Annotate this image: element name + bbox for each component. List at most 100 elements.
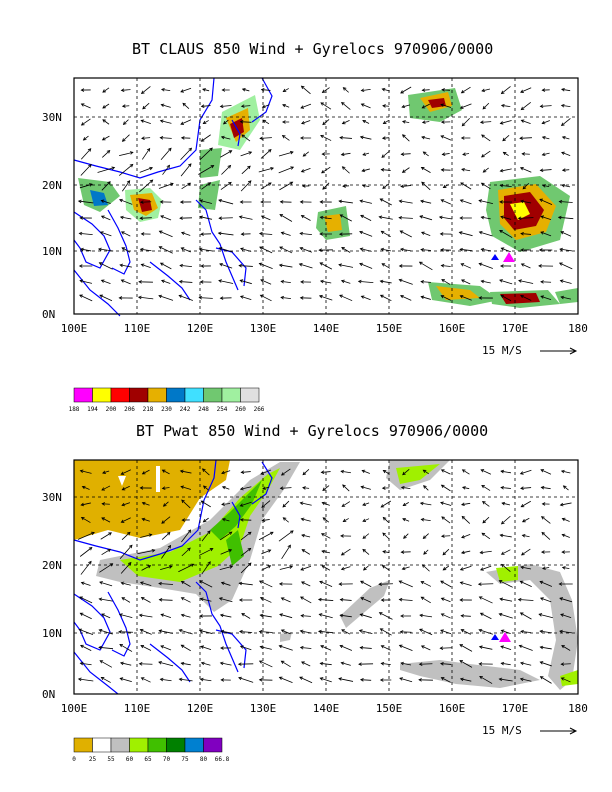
colorbar-swatch bbox=[92, 737, 112, 753]
wind-vector bbox=[139, 628, 152, 635]
wind-vector bbox=[240, 180, 252, 192]
wind-vector bbox=[460, 86, 471, 94]
colorbar-label: 230 bbox=[161, 406, 172, 413]
wind-vector bbox=[518, 644, 533, 651]
wind-vector bbox=[200, 232, 212, 236]
wind-vector bbox=[381, 486, 390, 490]
wind-vector bbox=[259, 645, 272, 650]
wind-vector bbox=[421, 564, 430, 572]
wind-vector bbox=[539, 198, 553, 206]
wind-vector bbox=[219, 262, 233, 269]
wind-vector bbox=[178, 677, 193, 682]
colorbar-label: 242 bbox=[180, 406, 191, 413]
wind-vector bbox=[420, 581, 432, 587]
wind-vector bbox=[439, 646, 452, 650]
wind-vector bbox=[101, 149, 111, 158]
wind-vector bbox=[520, 548, 531, 556]
wind-vector bbox=[240, 232, 251, 236]
wind-vector bbox=[502, 151, 509, 156]
wind-vector bbox=[239, 486, 252, 491]
wind-vector bbox=[79, 216, 92, 220]
lat-label: 0N bbox=[42, 688, 55, 701]
wind-vector bbox=[220, 581, 231, 586]
wind-vector bbox=[279, 200, 292, 204]
wind-vector bbox=[139, 166, 154, 173]
wind-vector bbox=[181, 499, 191, 509]
wind-vector bbox=[100, 199, 111, 204]
wind-vector bbox=[440, 120, 451, 124]
wind-vector bbox=[559, 629, 573, 634]
wind-vector bbox=[379, 294, 392, 302]
wind-vector bbox=[398, 278, 413, 285]
wind-vector bbox=[519, 469, 532, 475]
wind-vector bbox=[202, 485, 209, 491]
wind-vector bbox=[282, 500, 290, 508]
wind-vector bbox=[200, 645, 212, 651]
wind-vector bbox=[561, 151, 571, 156]
wind-vector bbox=[121, 597, 131, 603]
wind-vector bbox=[459, 581, 472, 587]
lon-label: 130E bbox=[250, 702, 277, 715]
panel1-title: BT CLAUS 850 Wind + Gyrelocs 970906/0000 bbox=[132, 40, 494, 58]
wind-vector bbox=[482, 102, 490, 110]
wind-vector bbox=[499, 120, 512, 125]
wind-vector bbox=[98, 262, 113, 270]
wind-vector bbox=[300, 517, 311, 522]
wind-vector bbox=[338, 582, 353, 586]
lat-label: 30N bbox=[42, 491, 62, 504]
wind-vector bbox=[499, 279, 513, 285]
wind-vector bbox=[499, 229, 513, 238]
wind-vector bbox=[202, 120, 209, 124]
wind-vector bbox=[137, 548, 156, 555]
wind-vector bbox=[220, 678, 231, 682]
wind-vector bbox=[299, 231, 312, 236]
wind-vector bbox=[500, 645, 512, 651]
wind-vector bbox=[400, 614, 412, 618]
colorbar-label: 75 bbox=[181, 756, 189, 763]
wind-vector bbox=[357, 279, 374, 284]
wind-vector bbox=[479, 565, 492, 571]
wind-vector bbox=[80, 148, 92, 160]
wind-vector bbox=[421, 181, 431, 191]
wind-vector bbox=[440, 597, 451, 603]
lon-label: 110E bbox=[124, 322, 151, 335]
wind-vector bbox=[381, 565, 390, 571]
wind-vector bbox=[359, 262, 373, 269]
wind-vector bbox=[79, 183, 93, 189]
wind-vector bbox=[278, 644, 293, 651]
wind-vector bbox=[181, 547, 191, 557]
wind-vector bbox=[180, 163, 192, 177]
lat-label: 20N bbox=[42, 179, 62, 192]
wind-vector bbox=[279, 246, 293, 254]
wind-vector bbox=[100, 215, 111, 221]
wind-vector bbox=[341, 120, 350, 125]
wind-vector bbox=[159, 136, 172, 140]
wind-vector bbox=[182, 102, 190, 109]
wind-vector bbox=[82, 135, 89, 141]
wind-vector bbox=[500, 86, 511, 95]
wind-vector bbox=[341, 629, 351, 635]
wind-vector bbox=[421, 103, 430, 109]
wind-vector bbox=[423, 485, 429, 491]
wind-vector bbox=[201, 530, 211, 542]
wind-vector bbox=[440, 580, 452, 588]
wind-vector bbox=[398, 580, 413, 588]
wind-vector bbox=[162, 164, 170, 175]
wind-vector bbox=[538, 613, 553, 619]
wind-vector bbox=[479, 612, 492, 620]
wind-vector bbox=[259, 246, 273, 254]
wind-vector bbox=[120, 469, 131, 475]
wind-vector bbox=[362, 119, 370, 124]
lon-label: 100E bbox=[61, 322, 88, 335]
wind-vector bbox=[200, 134, 211, 142]
wind-vector bbox=[440, 661, 452, 666]
wind-vector bbox=[559, 279, 572, 284]
wind-vector bbox=[200, 500, 211, 508]
wind-vector bbox=[180, 644, 191, 652]
wind-vector bbox=[538, 248, 553, 252]
wind-vector bbox=[379, 628, 392, 636]
wind-vector bbox=[398, 264, 413, 268]
wind-vector bbox=[180, 661, 191, 666]
wind-vector bbox=[339, 597, 352, 602]
wind-vector bbox=[500, 264, 512, 268]
